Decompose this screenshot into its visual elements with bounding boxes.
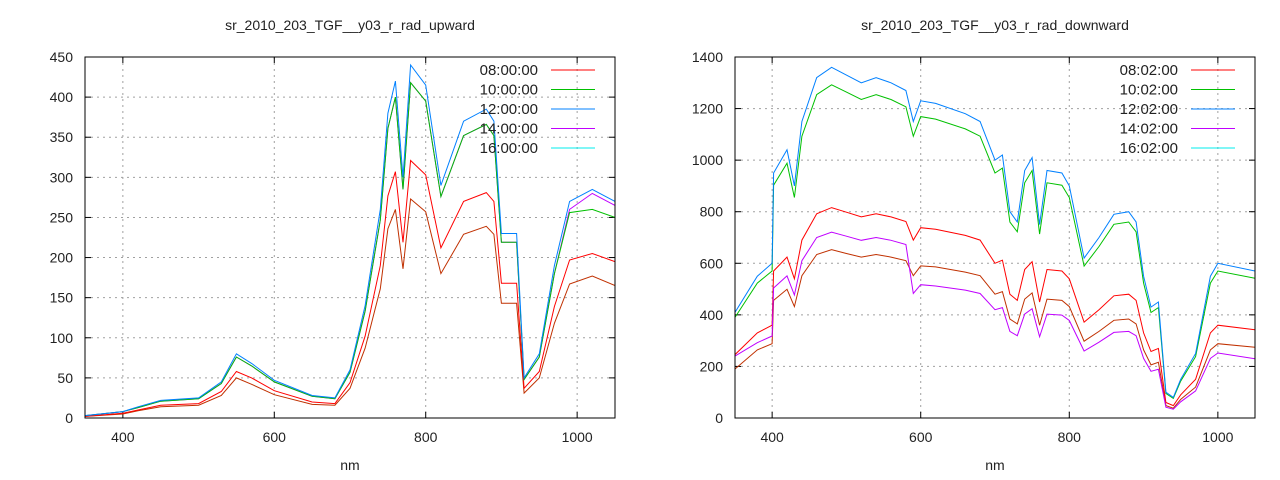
series-line-080200 bbox=[735, 207, 1255, 407]
legend-label: 08:00:00 bbox=[480, 62, 538, 79]
y-tick-label: 250 bbox=[50, 209, 74, 225]
legend-label: 12:00:00 bbox=[480, 101, 538, 118]
series-line-140200 bbox=[735, 231, 1255, 410]
y-tick-label: 200 bbox=[700, 358, 724, 374]
legend-label: 14:00:00 bbox=[480, 121, 538, 138]
y-tick-label: 0 bbox=[65, 410, 73, 426]
y-tick-label: 1400 bbox=[692, 49, 723, 65]
x-tick-label: 800 bbox=[1058, 429, 1082, 445]
y-tick-label: 1200 bbox=[692, 101, 723, 117]
chart-title: sr_2010_203_TGF__y03_r_rad_upward bbox=[225, 17, 475, 33]
x-tick-label: 600 bbox=[909, 429, 933, 445]
x-axis-label: nm bbox=[340, 457, 359, 473]
y-tick-label: 150 bbox=[50, 290, 74, 306]
y-tick-label: 400 bbox=[50, 89, 74, 105]
legend-label: 16:02:00 bbox=[1120, 140, 1178, 157]
legend-label: 10:02:00 bbox=[1120, 82, 1178, 99]
y-tick-label: 300 bbox=[50, 169, 74, 185]
x-tick-label: 600 bbox=[263, 429, 287, 445]
plot-border bbox=[84, 56, 616, 419]
legend-label: 16:00:00 bbox=[480, 140, 538, 157]
y-tick-label: 1000 bbox=[692, 152, 723, 168]
y-tick-label: 600 bbox=[700, 255, 724, 271]
series-line-100200 bbox=[735, 84, 1255, 400]
y-tick-label: 350 bbox=[50, 129, 74, 145]
x-axis-label: nm bbox=[985, 457, 1004, 473]
legend-label: 10:00:00 bbox=[480, 82, 538, 99]
series-line-120000 bbox=[85, 63, 615, 417]
legend-label: 12:02:00 bbox=[1120, 101, 1178, 118]
y-tick-label: 200 bbox=[50, 250, 74, 266]
series-line-120200 bbox=[735, 66, 1255, 399]
plot-border bbox=[734, 56, 1256, 419]
x-tick-label: 800 bbox=[414, 429, 438, 445]
x-tick-label: 400 bbox=[111, 429, 135, 445]
y-tick-label: 450 bbox=[50, 49, 74, 65]
series-line-080000 bbox=[85, 159, 615, 417]
legend-label: 14:02:00 bbox=[1120, 121, 1178, 138]
y-tick-label: 400 bbox=[700, 307, 724, 323]
y-tick-label: 100 bbox=[50, 330, 74, 346]
y-tick-label: 800 bbox=[700, 204, 724, 220]
legend-label: 08:02:00 bbox=[1120, 62, 1178, 79]
series-line-100000 bbox=[85, 81, 615, 417]
y-tick-label: 50 bbox=[57, 370, 73, 386]
y-tick-label: 0 bbox=[715, 410, 723, 426]
x-tick-label: 400 bbox=[760, 429, 784, 445]
x-tick-label: 1000 bbox=[1202, 429, 1233, 445]
x-tick-label: 1000 bbox=[562, 429, 593, 445]
series-line-160200 bbox=[735, 249, 1255, 409]
series-line-160000 bbox=[85, 198, 615, 417]
chart-title: sr_2010_203_TGF__y03_r_rad_downward bbox=[861, 17, 1129, 33]
